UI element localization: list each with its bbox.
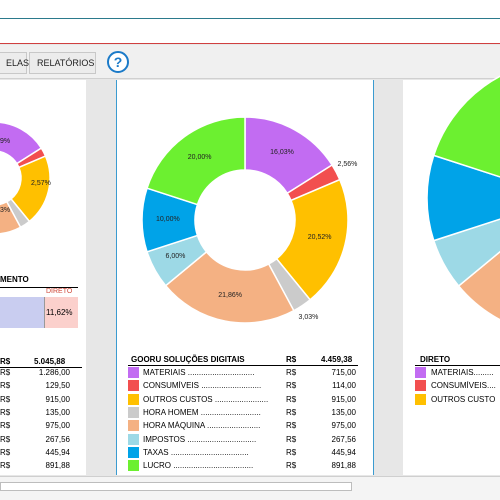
legend-swatch-consumiveis bbox=[128, 380, 139, 392]
left-item-currency: R$ bbox=[0, 394, 11, 404]
right-item-name: MATERIAIS......... bbox=[431, 368, 494, 377]
cost-item-currency: R$ bbox=[286, 434, 297, 444]
cost-item-name: LUCRO ..................................… bbox=[143, 461, 254, 471]
left-item-value: 129,50 bbox=[45, 381, 70, 391]
cost-item-currency: R$ bbox=[286, 447, 297, 457]
title-bar bbox=[0, 0, 500, 19]
left-item-value: 975,00 bbox=[45, 421, 70, 431]
pie-label-lucro: 20,00% bbox=[187, 153, 212, 161]
scrollbar-thumb[interactable] bbox=[0, 482, 352, 491]
left-item-currency: R$ bbox=[0, 368, 11, 377]
left-pie-label-consumiveis: 2,57% bbox=[31, 180, 51, 187]
right-legend-swatch-materiais bbox=[415, 367, 426, 378]
cost-item-value: 267,56 bbox=[331, 434, 356, 444]
cost-item-currency: R$ bbox=[286, 421, 297, 431]
right-item-name: CONSUMÍVEIS.... bbox=[431, 381, 496, 391]
legend-swatch-impostos bbox=[128, 433, 139, 445]
left-slice-hora_maquina bbox=[0, 200, 22, 235]
left-item-value: 891,88 bbox=[45, 461, 70, 471]
center-slice-outros_custos bbox=[275, 178, 349, 301]
pie-label-consumiveis: 2,56% bbox=[337, 161, 358, 169]
left-item-currency: R$ bbox=[0, 407, 11, 417]
pie-label-impostos: 6,00% bbox=[165, 253, 186, 261]
center-slice-lucro bbox=[146, 116, 246, 206]
cost-item-value: 114,00 bbox=[332, 381, 356, 391]
left-item-currency: R$ bbox=[0, 461, 11, 471]
cost-item-value: 891,88 bbox=[331, 461, 356, 471]
left-bar-direto bbox=[44, 297, 78, 328]
center-total-rule bbox=[128, 365, 358, 366]
left-pie-label-materiais: 9% bbox=[0, 138, 11, 145]
tab-relatorios[interactable]: RELATÓRIOS bbox=[29, 52, 96, 74]
pie-label-taxas: 10,00% bbox=[156, 216, 180, 223]
right-slice-lucro bbox=[432, 75, 500, 178]
right-header-rule bbox=[415, 365, 500, 366]
cost-item-currency: R$ bbox=[286, 394, 297, 404]
ribbon-area bbox=[0, 19, 500, 44]
center-total: 4.459,38 bbox=[321, 355, 353, 364]
legend-swatch-hora_homem bbox=[128, 406, 139, 418]
legend-swatch-taxas bbox=[128, 446, 139, 458]
legend-swatch-outros_custos bbox=[128, 393, 139, 405]
cost-item-name: IMPOSTOS ............................... bbox=[143, 434, 257, 444]
pie-label-hora_homem: 3,03% bbox=[298, 314, 319, 322]
cost-item-name: TAXAS ..................................… bbox=[143, 447, 249, 457]
cost-item-currency: R$ bbox=[286, 368, 297, 377]
cost-item-name: HORA HOMEM ........................... bbox=[143, 407, 261, 417]
help-icon[interactable]: ? bbox=[107, 51, 129, 73]
left-currency-header: R$ bbox=[0, 357, 11, 366]
left-item-value: 135,00 bbox=[45, 407, 70, 417]
legend-swatch-lucro bbox=[128, 460, 139, 472]
left-section-title: MENTO bbox=[0, 275, 29, 284]
company-name: GOORU SOLUÇÕES DIGITAIS bbox=[131, 355, 245, 364]
legend-swatch-materiais bbox=[128, 367, 139, 378]
left-pie-label-outros: 3% bbox=[0, 207, 11, 214]
left-direto-value: 11,62% bbox=[46, 308, 73, 317]
cost-item-name: MATERIAIS .............................. bbox=[143, 368, 255, 377]
left-item-currency: R$ bbox=[0, 434, 11, 444]
cost-item-name: CONSUMÍVEIS ........................... bbox=[143, 381, 262, 391]
cost-item-currency: R$ bbox=[286, 381, 297, 391]
cost-item-value: 915,00 bbox=[331, 394, 356, 404]
left-item-value: 1.286,00 bbox=[38, 368, 70, 377]
cost-item-currency: R$ bbox=[286, 461, 297, 471]
left-item-value: 915,00 bbox=[45, 394, 70, 404]
cost-item-value: 715,00 bbox=[331, 368, 356, 377]
cost-item-value: 135,00 bbox=[331, 407, 356, 417]
right-header: DIRETO bbox=[420, 355, 451, 364]
right-legend-swatch-consumiveis bbox=[415, 380, 426, 392]
cost-item-currency: R$ bbox=[286, 407, 297, 417]
left-item-currency: R$ bbox=[0, 421, 11, 431]
pie-label-hora_maquina: 21,86% bbox=[218, 291, 242, 299]
pie-label-outros_custos: 20,52% bbox=[307, 234, 332, 242]
left-total-rule bbox=[0, 367, 82, 368]
cost-item-value: 445,94 bbox=[331, 447, 356, 457]
left-item-value: 445,94 bbox=[45, 447, 70, 457]
left-divider bbox=[0, 287, 78, 288]
right-legend-swatch-outros_custos bbox=[415, 393, 426, 405]
cost-item-name: OUTROS CUSTOS ........................ bbox=[143, 394, 269, 404]
toolbar: ELAS RELATÓRIOS ? bbox=[0, 45, 500, 79]
left-item-currency: R$ bbox=[0, 447, 11, 457]
center-slice-hora_maquina bbox=[164, 250, 295, 324]
center-currency-header: R$ bbox=[286, 355, 297, 364]
cost-item-value: 975,00 bbox=[331, 421, 356, 431]
left-item-value: 267,56 bbox=[45, 434, 70, 444]
left-direto-label: DIRETO bbox=[46, 288, 73, 295]
tab-parcelas[interactable]: ELAS bbox=[0, 52, 29, 74]
legend-swatch-hora_maquina bbox=[128, 420, 139, 432]
pie-label-materiais: 16,03% bbox=[270, 148, 294, 156]
left-item-currency: R$ bbox=[0, 381, 11, 391]
cost-item-name: HORA MÁQUINA ........................ bbox=[143, 421, 261, 431]
left-total: 5.045,88 bbox=[34, 357, 66, 366]
left-bar-indireto bbox=[0, 297, 44, 328]
right-slice-hora_maquina bbox=[457, 250, 500, 321]
right-item-name: OUTROS CUSTO bbox=[431, 394, 496, 404]
